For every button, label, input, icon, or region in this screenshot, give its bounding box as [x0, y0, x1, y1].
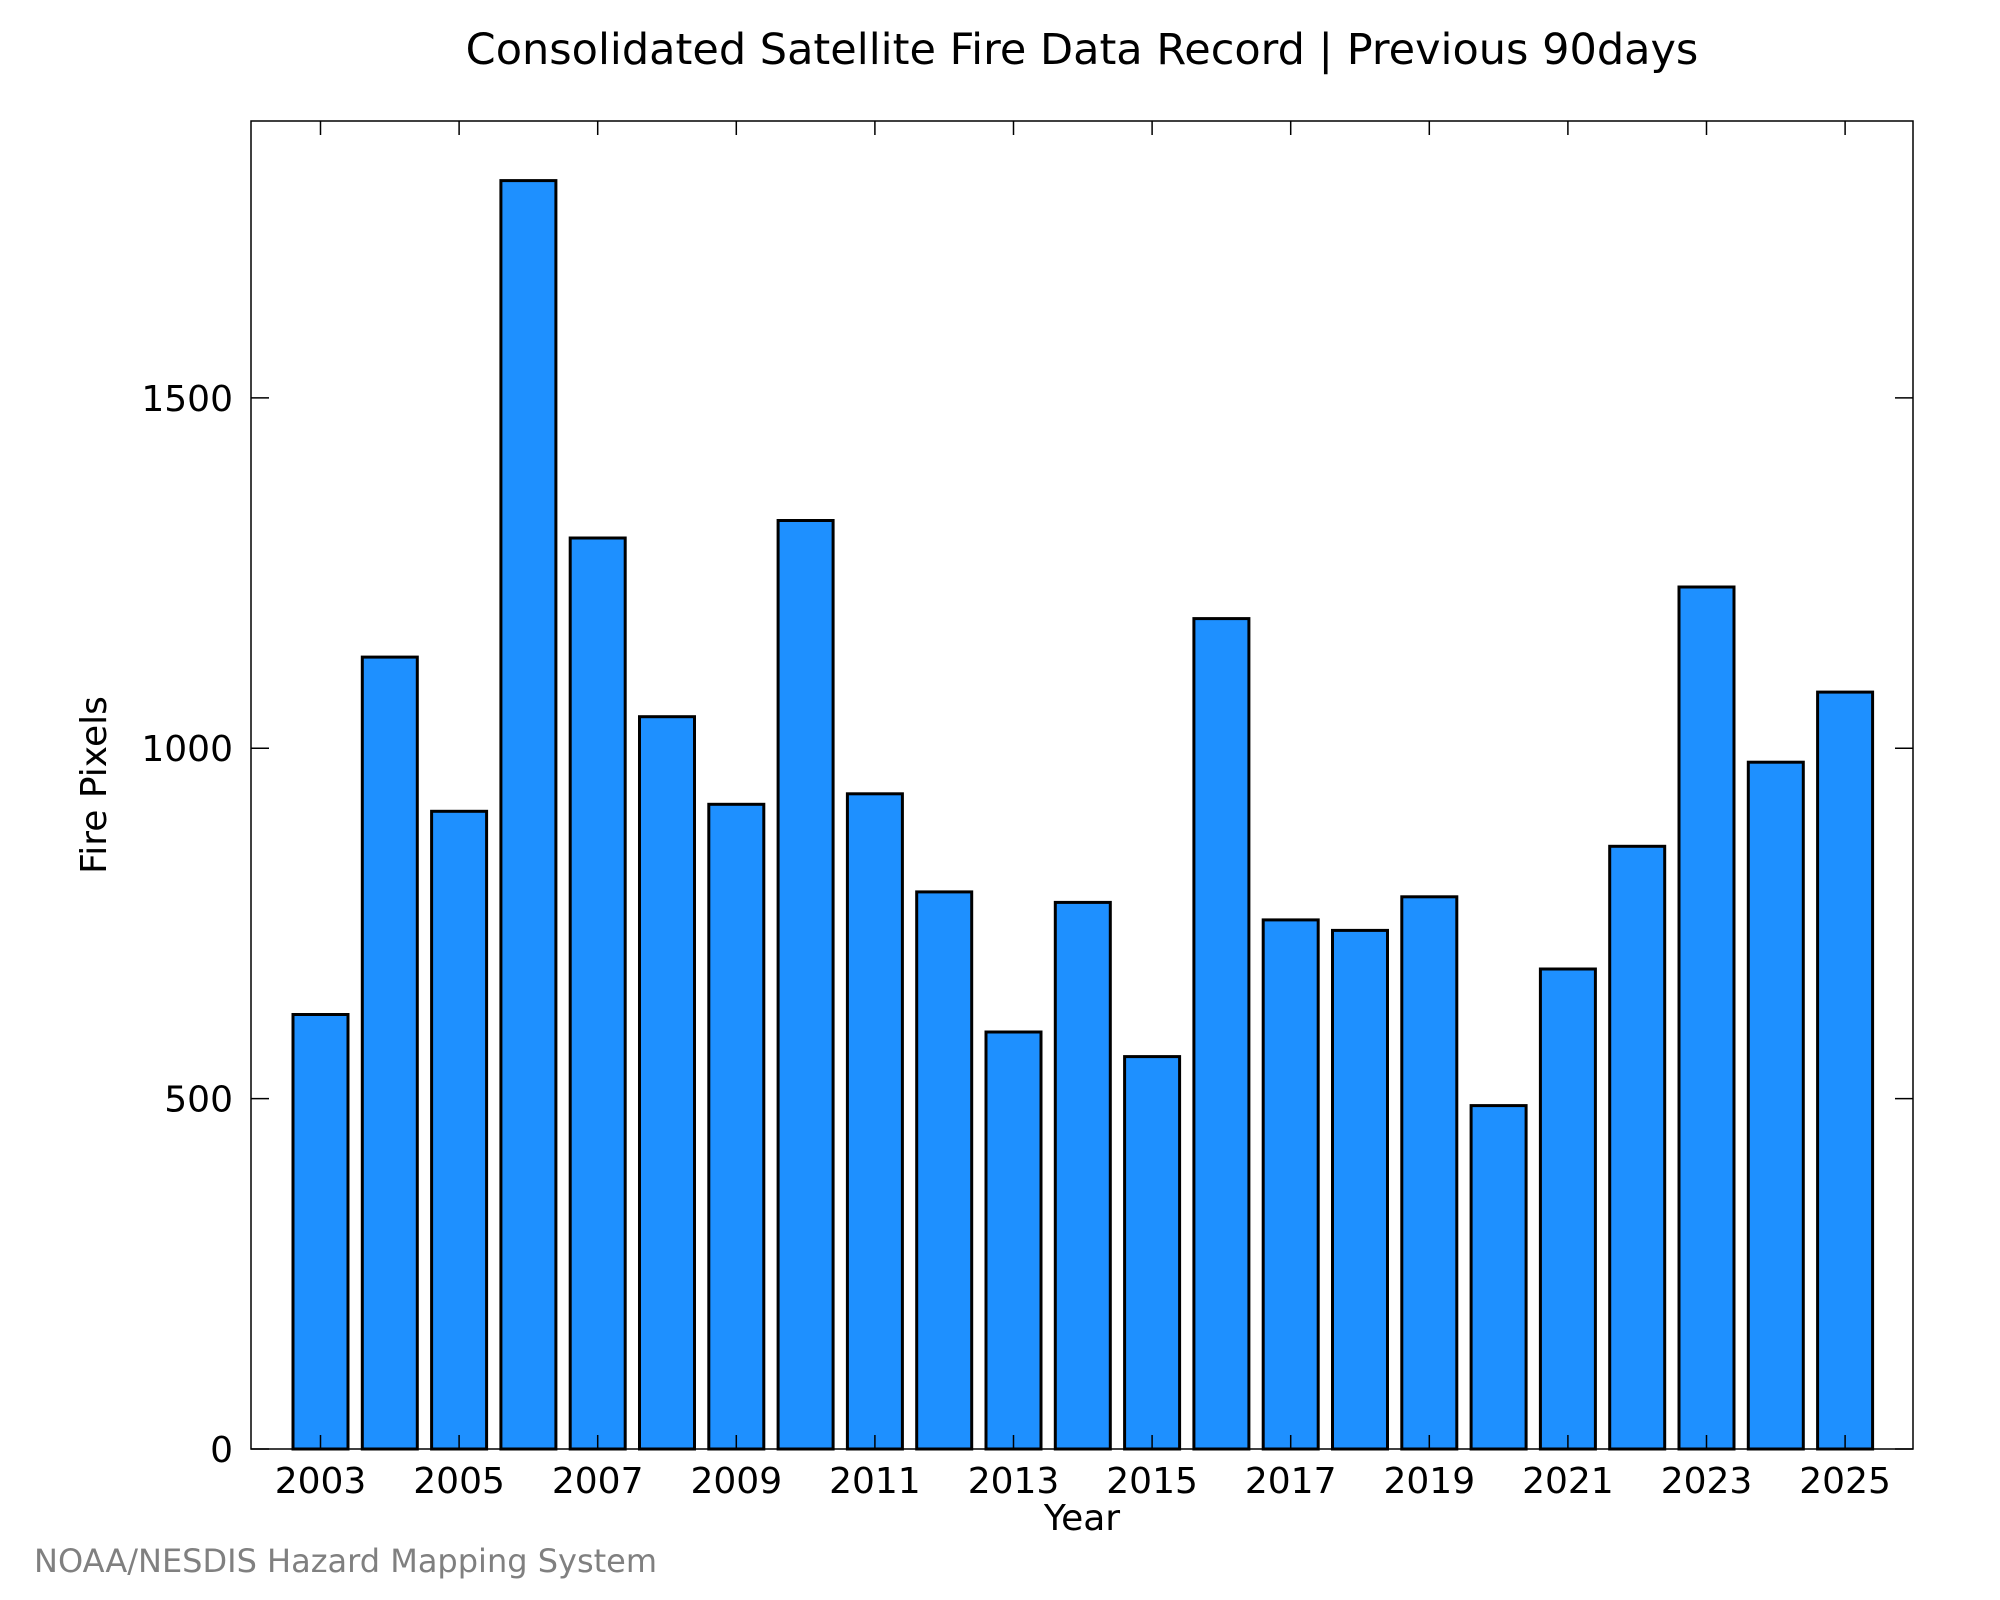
- bar-2007: [568, 536, 627, 1451]
- plot-frame: [250, 120, 1914, 1450]
- bar-2020: [1469, 1104, 1528, 1451]
- bar-2011: [845, 792, 904, 1451]
- x-tick-label-2017: 2017: [1245, 1461, 1337, 1502]
- bar-2005: [430, 809, 489, 1451]
- bar-2012: [915, 890, 974, 1451]
- bar-2014: [1053, 900, 1112, 1451]
- bar-2009: [707, 802, 766, 1451]
- x-tick-label-2023: 2023: [1661, 1461, 1753, 1502]
- bar-2022: [1608, 844, 1667, 1451]
- bar-2013: [984, 1030, 1043, 1451]
- y-tick-label-1500: 1500: [141, 379, 233, 420]
- bar-2003: [291, 1013, 350, 1451]
- chart-title: Consolidated Satellite Fire Data Record …: [466, 25, 1699, 75]
- y-tick-label-1000: 1000: [141, 729, 233, 770]
- bar-2023: [1677, 585, 1736, 1451]
- bar-2025: [1816, 690, 1875, 1451]
- y-tick-label-0: 0: [210, 1430, 233, 1471]
- bar-2016: [1192, 617, 1251, 1451]
- x-tick-label-2005: 2005: [413, 1461, 505, 1502]
- ticks-group: 2003 2005 2007 2009 2011 2013 2015 2017 2019 2021…: [141, 121, 1913, 1502]
- bar-2004: [360, 655, 419, 1451]
- x-tick-label-2015: 2015: [1106, 1461, 1198, 1502]
- x-tick-label-2003: 2003: [275, 1461, 367, 1502]
- x-tick-label-2011: 2011: [829, 1461, 921, 1502]
- x-tick-label-2007: 2007: [552, 1461, 644, 1502]
- bars-group: [291, 179, 1875, 1451]
- bar-2008: [638, 715, 696, 1451]
- y-axis-label: Fire Pixels: [74, 696, 115, 874]
- x-tick-label-2019: 2019: [1383, 1461, 1475, 1502]
- bar-2015: [1123, 1055, 1182, 1451]
- x-axis-label: Year: [1043, 1498, 1120, 1539]
- bar-2021: [1538, 967, 1597, 1451]
- x-tick-label-2013: 2013: [968, 1461, 1060, 1502]
- x-tick-label-2025: 2025: [1799, 1461, 1891, 1502]
- bar-2019: [1400, 895, 1459, 1451]
- credit-text: NOAA/NESDIS Hazard Mapping System: [34, 1542, 657, 1580]
- y-tick-label-500: 500: [164, 1080, 233, 1121]
- x-tick-label-2009: 2009: [690, 1461, 782, 1502]
- x-tick-label-2021: 2021: [1522, 1461, 1614, 1502]
- bar-2024: [1746, 760, 1805, 1451]
- bar-2010: [776, 519, 835, 1451]
- bar-2017: [1261, 918, 1320, 1451]
- bar-2006: [499, 179, 558, 1451]
- bar-2018: [1331, 928, 1389, 1451]
